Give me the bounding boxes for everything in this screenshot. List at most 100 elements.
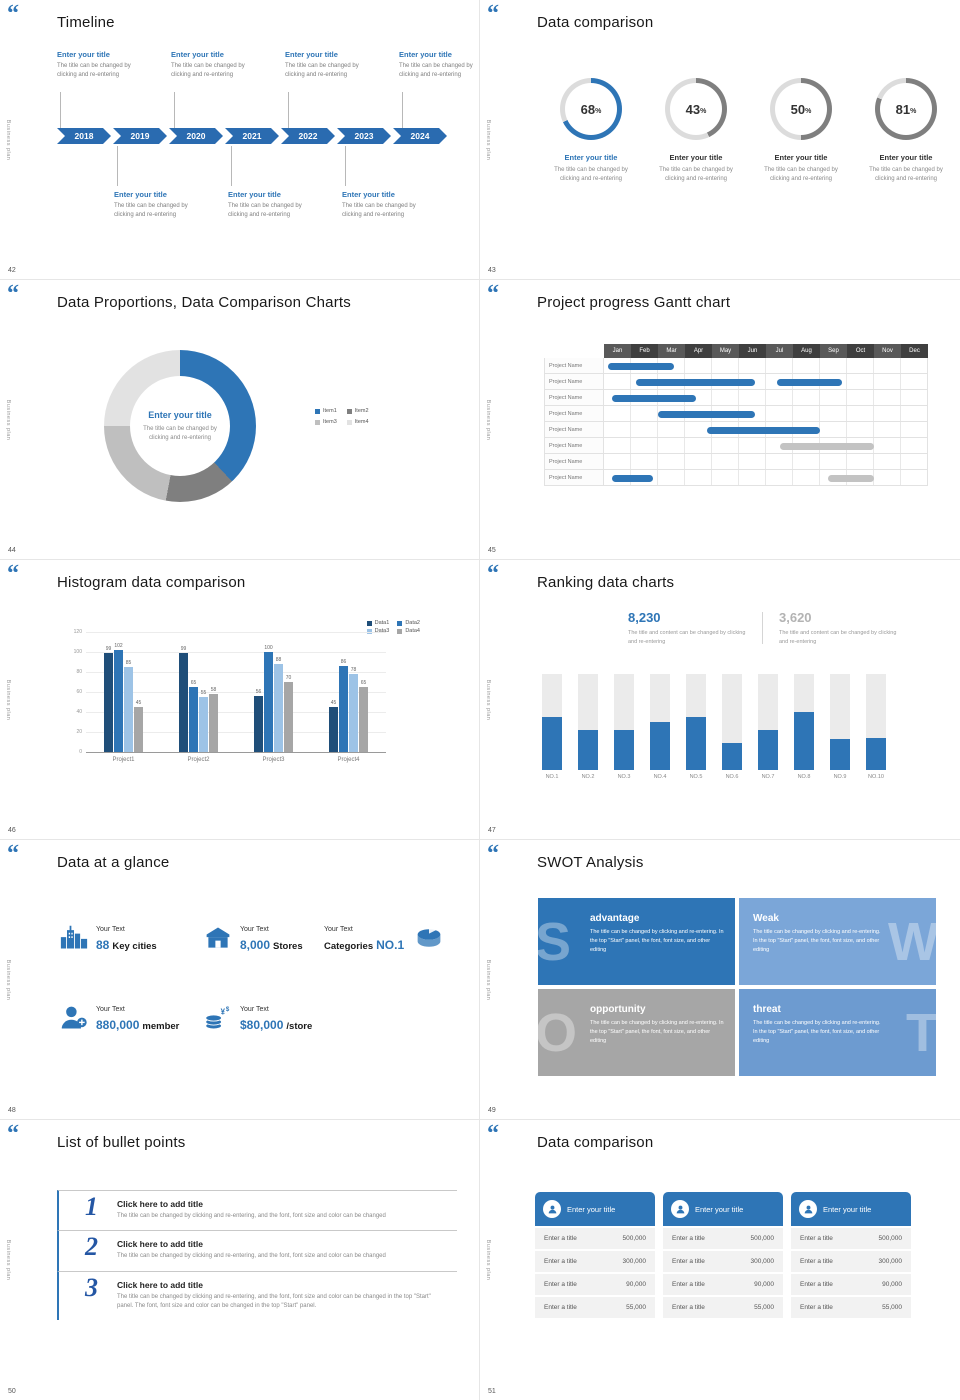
glance-value-part: Key cities (112, 941, 157, 952)
connector-line (174, 92, 175, 128)
y-tick-label: 100 (73, 649, 82, 655)
gantt-bar (828, 474, 874, 482)
timeline-chart: Enter your title The title can be changed… (57, 50, 473, 272)
rank-bar-track (578, 674, 598, 770)
bullet-number: 1 (85, 1192, 98, 1221)
bar-group: 45 86 78 65 (329, 659, 368, 752)
glance-value-part: 88 (96, 938, 110, 952)
timeline-entry: Enter your title The title can be changed… (57, 50, 163, 81)
rank-bar: NO.2 (578, 674, 598, 780)
slide-number: 50 (8, 1388, 16, 1395)
pie-icon (415, 924, 443, 952)
glance-item: Your Text 8,000 Stores (204, 924, 306, 954)
side-vertical-label: Business plan (485, 679, 491, 720)
glance-label: Your Text (324, 926, 353, 933)
stat-block: 8,230 The title and content can be change… (628, 610, 746, 646)
bar (104, 653, 113, 752)
donut-item: 43% Enter your title The title can be chan… (653, 78, 739, 185)
donut-ring: 50% (770, 78, 832, 140)
bar-group: 99 65 55 58 (179, 646, 218, 752)
rank-bar: NO.5 (686, 674, 706, 780)
timeline-entry: Enter your title The title can be changed… (342, 190, 448, 221)
donut-item: 68% Enter your title The title can be chan… (548, 78, 634, 185)
gantt-month: Dec (901, 344, 928, 358)
swot-title: opportunity (590, 1004, 646, 1015)
rank-bar-track (830, 674, 850, 770)
glance-value: 8,000 Stores (240, 936, 306, 954)
slide-45-gantt[interactable]: “ Business plan 45 Project progress Gant… (480, 280, 960, 560)
x-tick-label: Project3 (262, 757, 285, 763)
y-tick-label: 80 (76, 669, 82, 675)
side-vertical-label: Business plan (485, 399, 491, 440)
gantt-row-label: Project Name (544, 390, 604, 406)
row-value: 55,000 (882, 1304, 902, 1311)
side-vertical-label: Business plan (485, 1239, 491, 1281)
gantt-bar (612, 394, 696, 402)
bar (264, 652, 273, 752)
stat-desc: The title and content can be changed by … (628, 630, 746, 645)
legend-label: Data2 (405, 620, 420, 626)
row-value: 300,000 (622, 1258, 647, 1265)
donut-number: 43 (685, 101, 701, 117)
stat-desc: The title and content can be changed by … (779, 630, 897, 645)
swot-title: threat (753, 1004, 781, 1015)
rank-bar-track (758, 674, 778, 770)
glance-item: Your Text Categories NO.1 (324, 924, 443, 954)
slide-title: Data comparison (537, 14, 654, 31)
slide-48-data-at-a-glance[interactable]: “ Business plan 48 Data at a glance Your… (0, 840, 480, 1120)
gantt-month: Apr (685, 344, 712, 358)
donut-desc: The title can be changed by clicking and… (764, 167, 838, 183)
bar (329, 707, 338, 752)
slide-43-data-comparison[interactable]: “ Business plan 43 Data comparison 68% En… (480, 0, 960, 280)
row-value: 300,000 (750, 1258, 775, 1265)
gantt-row: Project Name (544, 406, 928, 422)
slide-title: SWOT Analysis (537, 854, 644, 871)
swot-letter: S (538, 911, 572, 972)
bar-wrap: 65 (189, 680, 198, 752)
comparison-card: Enter your title Enter a title 500,000 Ente… (663, 1192, 783, 1318)
donut-desc: The title can be changed by clicking and… (554, 167, 628, 183)
side-vertical-label: Business plan (5, 679, 11, 720)
timeline-entry-title: Enter your title (399, 50, 452, 59)
bar (359, 687, 368, 752)
quote-icon: “ (487, 561, 499, 587)
glance-label: Your Text (240, 926, 269, 933)
slide-47-ranking[interactable]: “ Business plan 47 Ranking data charts 8… (480, 560, 960, 840)
card-row: Enter a title 500,000 (535, 1226, 655, 1249)
rank-bar-label: NO.9 (833, 774, 847, 780)
side-vertical-label: Business plan (485, 959, 491, 1000)
slide-44-data-proportions[interactable]: “ Business plan 44 Data Proportions, Dat… (0, 280, 480, 560)
donut-progress-row: 68% Enter your title The title can be chan… (548, 78, 949, 185)
plot-area: 0 20 40 60 80 100 120 99 102 85 45 99 65 55 58 56 100 88 7… (74, 629, 386, 755)
legend-swatch (315, 419, 320, 425)
rank-bar-label: NO.10 (868, 774, 884, 780)
comparison-card: Enter your title Enter a title 500,000 Ente… (791, 1192, 911, 1318)
donut-item: 50% Enter your title The title can be chan… (758, 78, 844, 185)
bar-value: 45 (135, 700, 142, 706)
gantt-month: Jun (739, 344, 766, 358)
slide-50-bullet-list[interactable]: “ Business plan 50 List of bullet points… (0, 1120, 480, 1400)
bullet-item: 2 Click here to add title The title can be… (57, 1230, 457, 1271)
x-tick-label: Project4 (337, 757, 360, 763)
donut-value: 81% (875, 78, 937, 140)
gantt-bar (779, 442, 874, 450)
slide-46-histogram[interactable]: “ Business plan 46 Histogram data compar… (0, 560, 480, 840)
donut-ring: 81% (875, 78, 937, 140)
gantt-month: Feb (631, 344, 658, 358)
row-label: Enter a title (672, 1304, 705, 1311)
gantt-row: Project Name (544, 454, 928, 470)
slide-51-data-comparison-cards[interactable]: “ Business plan 51 Data comparison Enter… (480, 1120, 960, 1400)
row-label: Enter a title (544, 1258, 577, 1265)
swot-desc: The title can be changed by clicking and… (753, 1020, 881, 1044)
glance-value-part: 880,000 (96, 1018, 140, 1032)
glance-value: $80,000/store (240, 1016, 315, 1034)
percent-sign: % (910, 107, 917, 115)
swot-letter: W (888, 911, 936, 972)
glance-value: Categories NO.1 (324, 936, 407, 954)
row-value: 90,000 (754, 1281, 774, 1288)
slide-42-timeline[interactable]: “ Business plan 42 Timeline Enter your t… (0, 0, 480, 280)
chart-legend: Item1 Item2 Item3 Item4 (315, 408, 369, 425)
timeline-entry-title: Enter your title (342, 190, 395, 199)
swot-desc: The title can be changed by clicking and… (590, 929, 724, 953)
